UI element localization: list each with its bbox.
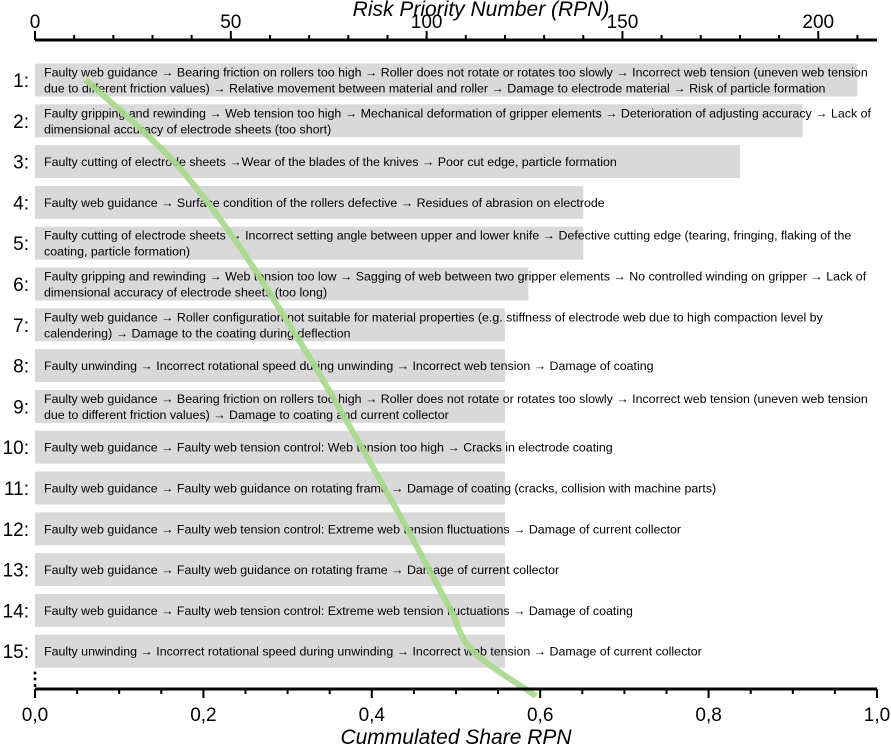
top-axis: 0 50 100 150 200 [30, 12, 877, 42]
bottom-tick-label: 0,2 [190, 705, 216, 726]
rank-label: 14: [3, 601, 29, 622]
rank-label: 15: [3, 642, 29, 663]
bar-label-line: Faulty web guidance → Faulty web tension… [44, 441, 613, 455]
bar [35, 185, 584, 219]
bar-label-line: Faulty unwinding → Incorrect rotational … [44, 359, 654, 373]
bottom-tick-label: 0,6 [527, 705, 553, 726]
bottom-axis-title: Cummulated Share RPN [340, 726, 572, 748]
bar [35, 145, 740, 179]
bar [35, 104, 803, 138]
bar [35, 267, 529, 301]
bar-label-line: Faulty unwinding → Incorrect rotational … [44, 645, 702, 659]
bottom-tick-label: 1,0 [864, 705, 890, 726]
bar-label-line: coating, particle formation) [44, 245, 190, 259]
top-axis-title: Risk Priority Number (RPN) [353, 0, 610, 21]
bar-label-line: Faulty web guidance → Faulty web guidanc… [44, 482, 716, 496]
rank-label: 13: [3, 561, 29, 582]
bottom-axis: 0,0 0,2 0,4 0,6 0,8 1,0 [22, 687, 890, 726]
bar-label-line: Faulty web guidance → Faulty web guidanc… [44, 563, 559, 577]
bar [35, 634, 505, 668]
bar [35, 471, 505, 505]
top-tick-label: 150 [607, 12, 639, 33]
bars [35, 63, 858, 668]
bar [35, 226, 584, 260]
bar-label-line: calendering) → Damage to the coating dur… [44, 326, 351, 340]
rank-label: 9: [13, 397, 29, 418]
bar-label-line: Faulty cutting of electrode sheets →Wear… [44, 155, 617, 169]
cumulative-share-line [83, 77, 538, 699]
bar [35, 512, 505, 546]
bar-label-line: Faulty cutting of electrode sheets → Inc… [44, 229, 851, 243]
bar-label-line: Faulty web guidance → Faulty web tension… [44, 604, 633, 618]
top-tick-label: 200 [802, 12, 834, 33]
bar-label-line: dimensional accuracy of electrode sheets… [44, 122, 331, 136]
bar [35, 308, 505, 342]
bar-labels: Faulty web guidance → Bearing friction o… [44, 66, 871, 659]
bar-label-line: Faulty web guidance → Bearing friction o… [44, 66, 868, 80]
rank-label: 11: [4, 479, 29, 500]
rank-label: 4: [13, 193, 29, 214]
more-rows-ellipsis: ⋮ [26, 669, 44, 689]
top-tick-label: 100 [411, 12, 443, 33]
rank-label: 10: [3, 438, 29, 459]
bar-label-line: Faulty gripping and rewinding → Web tens… [44, 270, 867, 284]
bar-label-line: Faulty web guidance → Surface condition … [44, 196, 605, 210]
bar-label-line: dimensional accuracy of electrode sheets… [44, 286, 327, 300]
top-tick-label: 50 [220, 12, 241, 33]
rank-label: 3: [13, 153, 29, 174]
bottom-tick-label: 0,0 [22, 705, 48, 726]
bar [35, 63, 858, 97]
rank-label: 6: [13, 275, 29, 296]
bar-label-line: Faulty web guidance → Bearing friction o… [44, 392, 868, 406]
bar-label-line: due to different friction values) → Dama… [44, 408, 449, 422]
bar-label-line: Faulty gripping and rewinding → Web tens… [44, 106, 871, 120]
rank-labels: 1: 2: 3: 4: 5: 6: 7: 8: 9: 10: 11: 12: 13: 14: 15: [3, 71, 29, 663]
top-tick-label: 0 [30, 12, 41, 33]
rank-label: 1: [13, 71, 29, 92]
rank-label: 7: [13, 316, 29, 337]
bottom-tick-label: 0,8 [695, 705, 721, 726]
bar-label-line: due to different friction values) → Rela… [44, 82, 826, 96]
bottom-tick-label: 0,4 [359, 705, 386, 726]
cumulative-share-layer [83, 77, 538, 699]
bar-label-line: Faulty web guidance → Roller configurati… [44, 310, 824, 324]
rank-label: 5: [13, 234, 29, 255]
bar [35, 430, 505, 464]
bar [35, 389, 505, 423]
bar-label-line: Faulty web guidance → Faulty web tension… [44, 522, 681, 536]
bar [35, 593, 505, 627]
rank-label: 12: [3, 520, 29, 541]
bar [35, 349, 505, 383]
rank-label: 8: [13, 357, 29, 378]
rank-label: 2: [13, 112, 29, 133]
